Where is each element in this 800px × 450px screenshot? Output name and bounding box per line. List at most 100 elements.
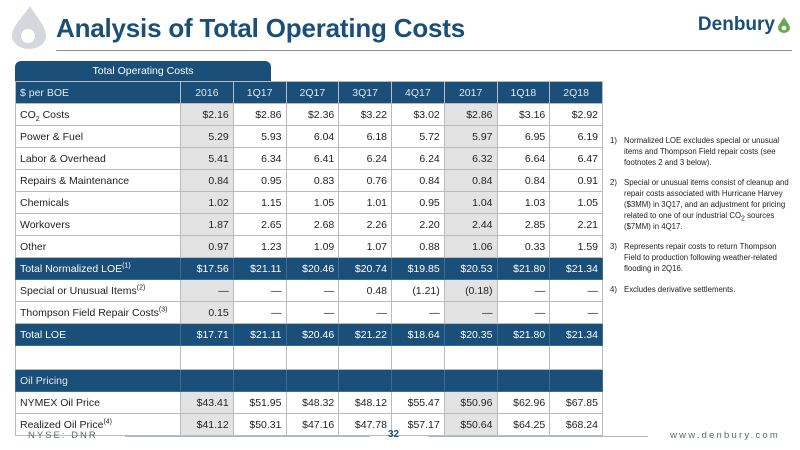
value-cell: $3.02	[391, 103, 445, 126]
value-cell: —	[285, 301, 340, 324]
value-cell: $21.80	[496, 323, 551, 346]
empty-cell	[180, 345, 234, 370]
value-cell: 0.84	[496, 169, 551, 192]
table-row: Special or Unusual Items(2) — — —0.48 (1.21)…	[15, 279, 603, 302]
value-cell: 0.15	[180, 301, 234, 324]
value-cell: 0.84	[391, 169, 445, 192]
value-cell: $57.17	[391, 413, 445, 436]
value-cell: 1.23	[232, 235, 287, 258]
value-cell: 5.93	[232, 125, 287, 148]
value-cell: 0.88	[391, 235, 445, 258]
value-cell: —	[285, 279, 340, 302]
empty-cell	[443, 345, 498, 370]
value-cell: 6.04	[285, 125, 340, 148]
table-row: Total LOE $17.71 $21.11 $20.46 $21.22 $18.64 $…	[15, 323, 603, 346]
value-cell: $50.64	[443, 413, 498, 436]
value-cell: 0.33	[496, 235, 551, 258]
value-cell: 6.95	[496, 125, 551, 148]
column-header: 2Q17	[285, 81, 340, 104]
footnote-3: 3) Represents repair costs to return Thom…	[610, 242, 777, 273]
value-cell: $2.16	[180, 103, 234, 126]
value-cell: —	[232, 301, 287, 324]
brand-logo: Denbury	[698, 14, 790, 36]
value-cell: 1.87	[180, 213, 234, 236]
brand-name: Denbury	[697, 14, 775, 35]
value-cell: —	[496, 301, 551, 324]
section-header-row: Oil Pricing	[15, 369, 603, 392]
value-cell: 5.41	[180, 147, 234, 170]
value-cell: 0.95	[391, 191, 445, 214]
value-cell: $21.11	[232, 257, 287, 280]
value-cell: 2.26	[338, 213, 392, 236]
value-cell: 1.59	[549, 235, 603, 258]
value-cell: —	[443, 301, 498, 324]
title-divider	[56, 50, 792, 51]
table-row: NYMEX Oil Price $43.41 $51.95 $48.32 $48.12 $…	[15, 391, 603, 414]
value-cell: 1.06	[443, 235, 498, 258]
value-cell: 6.64	[496, 147, 551, 170]
empty-cell	[285, 369, 340, 392]
empty-cell	[285, 345, 340, 370]
value-cell: 2.21	[549, 213, 603, 236]
page-number: 32	[388, 429, 400, 440]
value-cell: $47.16	[285, 413, 340, 436]
value-cell: $68.24	[549, 413, 603, 436]
value-cell: 0.83	[285, 169, 340, 192]
empty-cell	[338, 369, 392, 392]
table-row: CO2 Costs $2.16 $2.86 $2.36 $3.22 $3.02 $2.86 $…	[15, 103, 603, 126]
row-label: Total Normalized LOE(1)	[15, 257, 181, 280]
value-cell: 0.76	[338, 169, 392, 192]
value-cell: $50.96	[443, 391, 498, 414]
value-cell: —	[496, 279, 551, 302]
row-label: Realized Oil Price(4)	[15, 413, 181, 436]
table-row: Workovers 1.87 2.65 2.68 2.26 2.20 2.44 2.85 2.2…	[15, 213, 603, 236]
value-cell: 0.84	[180, 169, 234, 192]
row-label: NYMEX Oil Price	[15, 391, 181, 414]
value-cell: 1.03	[496, 191, 551, 214]
value-cell: $2.86	[443, 103, 498, 126]
value-cell: 6.24	[391, 147, 445, 170]
value-cell: $43.41	[180, 391, 234, 414]
column-header: 4Q17	[391, 81, 445, 104]
value-cell: $17.56	[180, 257, 234, 280]
column-header: 2Q18	[549, 81, 603, 104]
value-cell: $48.12	[338, 391, 392, 414]
row-label: CO2 Costs	[15, 103, 181, 126]
table-row: Labor & Overhead 5.41 6.34 6.41 6.24 6.24 6.32…	[15, 147, 603, 170]
empty-cell	[391, 369, 445, 392]
value-cell: $51.95	[232, 391, 287, 414]
value-cell: 6.47	[549, 147, 603, 170]
value-cell: $21.34	[549, 323, 603, 346]
value-cell: $20.53	[443, 257, 498, 280]
value-cell: 0.48	[338, 279, 392, 302]
section-label: Oil Pricing	[15, 369, 181, 392]
value-cell: 0.84	[443, 169, 498, 192]
table-row: Power & Fuel 5.29 5.93 6.04 6.18 5.72 5.97 6.95…	[15, 125, 603, 148]
leaf-drop-icon	[778, 17, 790, 33]
empty-cell	[496, 369, 551, 392]
table-row: Thompson Field Repair Costs(3) 0.15— — — — — —…	[15, 301, 603, 324]
empty-cell	[391, 345, 445, 370]
empty-cell	[232, 369, 287, 392]
value-cell: $41.12	[180, 413, 234, 436]
column-header: $ per BOE	[15, 81, 181, 104]
value-cell: 2.65	[232, 213, 287, 236]
column-header: 1Q18	[496, 81, 551, 104]
empty-cell	[180, 369, 234, 392]
value-cell: 0.95	[232, 169, 287, 192]
empty-cell	[443, 369, 498, 392]
footer-divider-left	[125, 436, 370, 437]
empty-cell	[15, 345, 181, 370]
empty-cell	[496, 345, 551, 370]
column-header: 1Q17	[232, 81, 287, 104]
value-cell: 1.04	[443, 191, 498, 214]
value-cell: 6.19	[549, 125, 603, 148]
website-label: www.denbury.com	[670, 430, 780, 441]
row-label: Chemicals	[15, 191, 181, 214]
row-label: Total LOE	[15, 323, 181, 346]
value-cell: $19.85	[391, 257, 445, 280]
empty-cell	[549, 369, 603, 392]
footnote-2: 2) Special or unusual items consist of cl…	[610, 178, 789, 231]
value-cell: $67.85	[549, 391, 603, 414]
value-cell: (0.18)	[443, 279, 498, 302]
